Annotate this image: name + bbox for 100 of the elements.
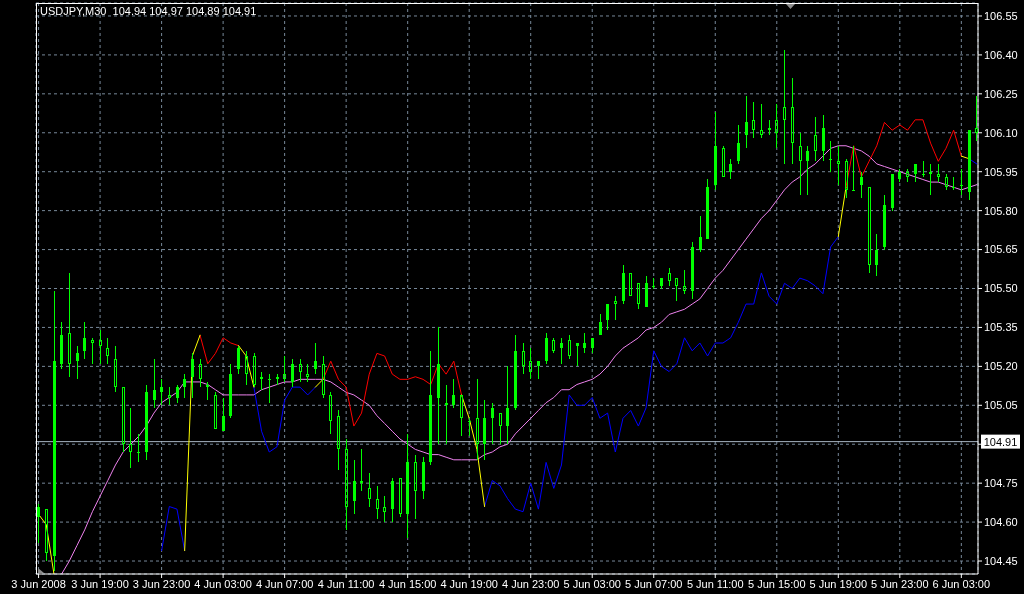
candlestick — [137, 433, 140, 463]
candlestick — [106, 337, 109, 365]
candlestick — [299, 358, 302, 383]
x-tick-label: 5 Jun 03:00 — [563, 577, 621, 590]
candlestick — [737, 124, 740, 165]
y-tick-label: 104.60 — [984, 516, 1018, 528]
x-tick-label: 4 Jun 07:00 — [255, 577, 314, 590]
x-tick-label: 5 Jun 19:00 — [809, 577, 868, 590]
candlestick — [960, 168, 963, 196]
y-tick-label: 106.40 — [984, 48, 1018, 61]
candlestick — [406, 433, 409, 539]
candlestick — [383, 495, 386, 523]
y-tick-label: 105.05 — [984, 399, 1018, 412]
y-tick-label: 105.80 — [984, 204, 1018, 217]
candlestick — [814, 116, 817, 162]
x-tick-label: 6 Jun 03:00 — [932, 577, 991, 590]
y-tick-label: 106.25 — [984, 87, 1018, 100]
candlestick — [906, 168, 909, 183]
candlestick — [622, 264, 625, 305]
candlestick — [114, 345, 117, 393]
candlestick — [445, 384, 448, 445]
candlestick — [883, 194, 886, 251]
candlestick — [160, 378, 163, 406]
candlestick — [945, 173, 948, 191]
candlestick — [791, 77, 794, 165]
candlestick — [260, 371, 263, 391]
y-tick-label: 104.75 — [984, 477, 1018, 490]
candlestick — [337, 409, 340, 471]
x-tick-label: 5 Jun 07:00 — [625, 577, 683, 590]
ref-line-label: 104.91 — [983, 435, 1018, 448]
x-tick-label: 4 Jun 23:00 — [501, 577, 560, 590]
candlestick — [153, 358, 156, 409]
candlestick — [560, 337, 563, 365]
candlestick — [429, 350, 432, 466]
candlestick — [306, 363, 309, 383]
x-tick-label: 3 Jun 2008 — [11, 577, 66, 590]
candlestick — [768, 119, 771, 136]
y-tick-label: 105.95 — [984, 165, 1018, 178]
candlestick — [476, 378, 479, 461]
y-tick-label: 105.35 — [984, 321, 1018, 334]
candlestick — [376, 485, 379, 520]
candlestick — [898, 168, 901, 183]
x-tick-label: 5 Jun 23:00 — [871, 577, 929, 590]
x-tick-label: 4 Jun 11:00 — [317, 577, 375, 590]
candlestick — [183, 373, 186, 399]
candlestick — [245, 350, 248, 386]
candlestick — [268, 373, 271, 404]
candlestick — [206, 381, 209, 401]
candlestick — [829, 140, 832, 173]
candlestick — [937, 163, 940, 183]
candlestick — [614, 295, 617, 321]
candlestick — [929, 163, 932, 196]
candlestick — [837, 145, 840, 186]
candlestick — [314, 342, 317, 375]
candlestick — [783, 49, 786, 165]
candlestick — [875, 233, 878, 277]
y-tick-label: 104.45 — [984, 554, 1018, 567]
x-tick-label: 5 Jun 15:00 — [748, 577, 806, 590]
candlestick — [806, 145, 809, 196]
candlestick — [491, 402, 494, 445]
y-tick-label: 105.50 — [984, 282, 1018, 295]
candlestick — [691, 241, 694, 300]
candlestick — [68, 272, 71, 378]
chart-title: USDJPY,M30 104.94 104.97 104.89 104.91 — [40, 5, 257, 18]
candlestick — [775, 103, 778, 149]
y-tick-label: 106.55 — [984, 9, 1018, 22]
candlestick — [745, 95, 748, 149]
candlestick — [60, 321, 63, 370]
candlestick — [799, 132, 802, 196]
candlestick — [483, 399, 486, 461]
candlestick — [760, 103, 763, 139]
x-tick-label: 5 Jun 11:00 — [686, 577, 744, 590]
candlestick — [53, 290, 56, 572]
candlestick — [668, 267, 671, 287]
candlestick — [276, 373, 279, 386]
candlestick — [353, 459, 356, 515]
candlestick — [822, 114, 825, 162]
candlestick — [99, 329, 102, 365]
candlestick — [545, 332, 548, 365]
candlestick — [568, 334, 571, 360]
y-tick-label: 106.10 — [984, 126, 1018, 139]
candlestick — [583, 332, 586, 354]
candlestick — [437, 326, 440, 445]
candlestick — [322, 355, 325, 399]
candlestick — [283, 355, 286, 383]
candlestick — [391, 477, 394, 523]
candlestick — [360, 448, 363, 492]
candlestick — [83, 321, 86, 360]
candlestick — [860, 171, 863, 199]
candlestick — [368, 472, 371, 508]
candlestick — [522, 342, 525, 375]
candlestick — [329, 391, 332, 435]
y-tick-label: 105.65 — [984, 243, 1018, 256]
candlestick — [345, 438, 348, 531]
x-tick-label: 3 Jun 23:00 — [132, 577, 191, 590]
x-tick-label: 3 Jun 19:00 — [71, 577, 129, 590]
y-tick-label: 105.20 — [984, 360, 1018, 373]
x-tick-label: 4 Jun 19:00 — [440, 577, 498, 590]
candlestick — [191, 352, 194, 399]
candlestick — [422, 456, 425, 500]
